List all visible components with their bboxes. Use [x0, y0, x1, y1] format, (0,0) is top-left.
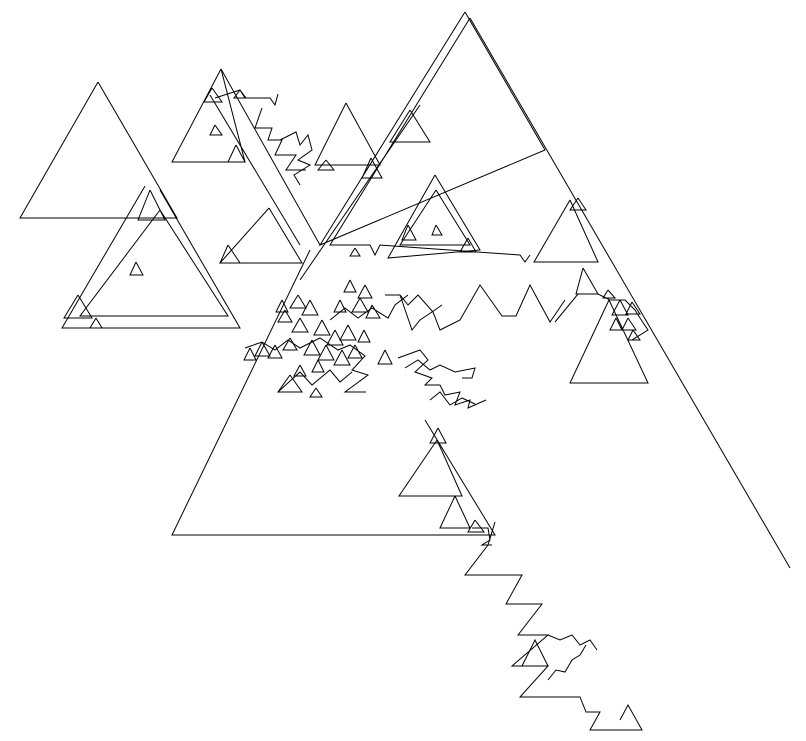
tri-s8	[63, 294, 93, 319]
tri-s17	[575, 267, 599, 295]
center-diagonal	[299, 104, 421, 281]
cluster-11	[347, 344, 363, 359]
tri-s20	[277, 374, 303, 393]
tri-s15	[431, 224, 443, 236]
cluster-22	[377, 349, 393, 365]
tri-s11	[316, 159, 336, 171]
zigzag-bottom-4	[521, 638, 549, 667]
cluster-path-2	[277, 369, 353, 393]
cluster-4	[291, 317, 309, 333]
cluster-path	[244, 337, 370, 393]
cluster-18	[333, 299, 347, 313]
triangle-left-inner	[78, 209, 229, 317]
triangle-left-mid	[61, 185, 241, 329]
cluster-24	[357, 284, 373, 299]
tri-s9	[89, 317, 103, 329]
triangle-center-right-inner	[399, 189, 471, 246]
tri-s6	[137, 189, 166, 221]
zigzag-top-3	[279, 131, 313, 186]
cluster-9	[317, 344, 335, 361]
zigzag-drift-2	[404, 359, 476, 379]
zigzag-bottom-2	[547, 634, 598, 651]
triangle-center-right	[387, 174, 481, 259]
cluster-path-3	[329, 294, 409, 321]
zigzag-right-2	[554, 293, 649, 341]
triangle-right-small	[533, 199, 599, 263]
dense-cluster	[243, 279, 409, 393]
tri-s18	[602, 289, 617, 299]
zigzag-mid-band	[330, 244, 531, 263]
cluster-12	[254, 341, 271, 357]
zigzag-drift	[397, 349, 487, 409]
tri-s21	[309, 387, 323, 398]
zigzag-bottom-5	[472, 527, 492, 546]
cluster-6	[326, 329, 344, 346]
cluster-3	[277, 309, 293, 323]
tri-s22	[429, 427, 447, 444]
cluster-23	[343, 279, 357, 293]
tri-s1	[389, 109, 431, 143]
zigzag-paths	[214, 89, 649, 731]
cluster-19	[311, 359, 325, 373]
tri-s7	[129, 261, 144, 276]
zigzag-right	[385, 283, 566, 331]
rc-2	[625, 301, 641, 315]
cluster-7	[339, 324, 357, 341]
cluster-17	[365, 304, 381, 319]
cluster-14	[267, 344, 283, 359]
cluster-13	[243, 347, 257, 361]
tri-s14	[401, 224, 417, 241]
right-cluster	[609, 299, 641, 331]
tri-s12	[361, 157, 383, 179]
tri-s2	[203, 87, 223, 103]
cluster-20	[293, 364, 307, 377]
large-triangles	[19, 11, 791, 569]
tri-s5	[227, 144, 246, 163]
tri-s19	[627, 329, 641, 341]
zigzag-top	[214, 89, 279, 107]
triangle-mid-left	[218, 207, 303, 264]
cluster-2	[301, 299, 319, 316]
tri-s24	[467, 519, 485, 533]
triangle-right-lower	[569, 299, 649, 384]
triangle-center-top	[314, 102, 381, 166]
triangle-top-left	[171, 68, 246, 163]
zigzag-drift-3	[429, 391, 476, 406]
small-triangles	[63, 87, 641, 533]
cluster-5	[313, 319, 331, 336]
triangle-bottom-big	[171, 249, 496, 536]
cluster-21	[357, 329, 371, 343]
rc-3	[609, 317, 623, 331]
tri-s4	[209, 124, 223, 136]
cluster-16	[351, 297, 369, 313]
cluster-8	[303, 339, 321, 356]
cluster-10	[333, 349, 351, 366]
tri-s13	[349, 247, 361, 257]
triangle-top-big	[318, 11, 546, 247]
tri-s16	[459, 237, 477, 253]
zigzag-bottom-3	[547, 644, 587, 681]
left-diagonal-2	[209, 94, 301, 246]
rc-1	[611, 299, 629, 316]
long-diagonal-right	[469, 17, 791, 569]
tri-s25	[569, 197, 587, 211]
tri-s10	[219, 244, 241, 264]
rc-4	[621, 317, 637, 331]
triangle-bottom-inner	[398, 439, 463, 497]
zigzag-top-2	[254, 107, 306, 171]
cluster-1	[289, 294, 307, 309]
zigzag-bottom-path	[463, 521, 643, 731]
zigzag-mid-right	[399, 294, 443, 332]
tri-s23	[439, 495, 471, 529]
cluster-25	[275, 299, 289, 313]
triangle-far-left	[19, 81, 178, 219]
